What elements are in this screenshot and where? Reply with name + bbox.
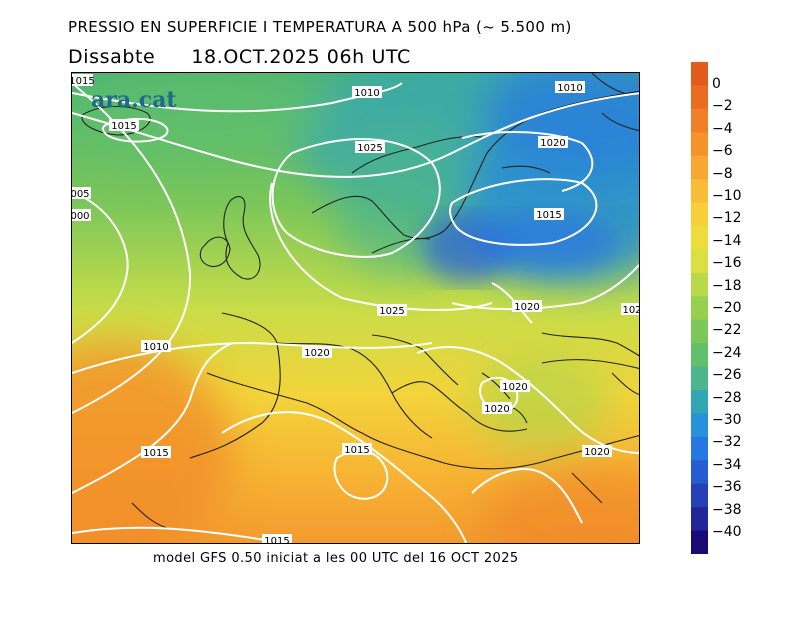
- colorbar-label: −28: [712, 389, 742, 406]
- colorbar-label: −2: [712, 98, 733, 115]
- colorbar-label: −30: [712, 412, 742, 428]
- colorbar-swatch: [691, 202, 708, 227]
- colorbar-swatch: [691, 343, 708, 368]
- colorbar-swatch: [691, 226, 708, 250]
- coastlines: [81, 73, 639, 529]
- isobar-label: 000: [72, 211, 90, 222]
- colorbar-label: −40: [712, 524, 742, 540]
- forecast-day: Dissabte: [68, 46, 156, 68]
- isobar-label: 1025: [357, 143, 382, 154]
- colorbar-swatch: [691, 390, 708, 414]
- colorbar-swatch: [691, 366, 708, 391]
- ara-cat-logo: ara.cat: [91, 87, 177, 113]
- chart-title: PRESSIO EN SUPERFICIE I TEMPERATURA A 50…: [68, 18, 572, 36]
- isobar-label: 1020: [540, 138, 565, 149]
- colorbar-label: −4: [712, 120, 733, 137]
- colorbar-swatch: [691, 483, 708, 508]
- colorbar-swatch: [691, 507, 708, 532]
- isobar-label: 1010: [354, 88, 379, 99]
- colorbar-label: −8: [712, 165, 733, 182]
- isobar-labels: 1010 1015 1010 1025 1020 1015 1025 1020 …: [72, 74, 640, 544]
- isobar-label: 1010: [557, 83, 582, 94]
- colorbar-label: −38: [712, 501, 742, 518]
- isobar-label: 1015: [111, 121, 136, 132]
- colorbar-swatch: [691, 460, 708, 485]
- map-canvas: 1010 1015 1010 1025 1020 1015 1025 1020 …: [72, 73, 640, 544]
- colorbar-label: −32: [712, 434, 742, 451]
- isobar-label: 1020: [304, 348, 329, 359]
- colorbar-label: −24: [712, 344, 742, 361]
- colorbar-label: −12: [712, 210, 742, 227]
- colorbar-swatch: [691, 296, 708, 321]
- isobar-label: 005: [72, 189, 90, 200]
- isobar-label: 1020: [484, 404, 509, 415]
- colorbar-label: −22: [712, 322, 742, 339]
- colorbar-label: −6: [712, 143, 733, 160]
- isobar-label: 102: [622, 305, 640, 316]
- colorbar-swatch: [691, 319, 708, 344]
- weather-map: 1010 1015 1010 1025 1020 1015 1025 1020 …: [71, 72, 640, 544]
- isobars: [72, 82, 639, 543]
- colorbar-swatch: [691, 108, 708, 133]
- isobar-label: 1020: [502, 382, 527, 393]
- colorbar-label: −20: [712, 300, 742, 316]
- isobar-label: 1025: [379, 306, 404, 317]
- model-info: model GFS 0.50 iniciat a les 00 UTC del …: [153, 551, 519, 566]
- isobar-label: 1015: [536, 210, 561, 221]
- colorbar-swatch: [691, 413, 708, 438]
- colorbar-label: −14: [712, 232, 742, 249]
- colorbar-swatch: [691, 62, 708, 86]
- colorbar-swatch: [691, 155, 708, 180]
- colorbar-label: −18: [712, 277, 742, 294]
- colorbar-swatch: [691, 249, 708, 274]
- isobar-label: 1010: [143, 342, 168, 353]
- colorbar-label: −16: [712, 255, 742, 272]
- isobar-label: 1015: [72, 76, 95, 87]
- colorbar-label: −10: [712, 188, 742, 204]
- colorbar-swatch: [691, 85, 708, 110]
- colorbar-swatch: [691, 272, 708, 297]
- colorbar-swatch: [691, 436, 708, 461]
- forecast-datetime: Dissabte 18.OCT.2025 06h UTC: [68, 46, 411, 68]
- isobar-label: 1020: [584, 447, 609, 458]
- temperature-colorbar: [691, 62, 708, 554]
- colorbar-swatch: [691, 530, 708, 554]
- isobar-label: 1020: [514, 302, 539, 313]
- colorbar-label: −36: [712, 479, 742, 496]
- colorbar-label: −26: [712, 367, 742, 384]
- colorbar-swatch: [691, 132, 708, 157]
- isobar-label: 1015: [344, 445, 369, 456]
- isobar-label: 1015: [143, 448, 168, 459]
- forecast-valid-time: 18.OCT.2025 06h UTC: [191, 46, 411, 68]
- colorbar-swatch: [691, 179, 708, 204]
- colorbar-label: 0: [712, 76, 721, 92]
- colorbar-label: −34: [712, 456, 742, 473]
- isobar-label: 1015: [264, 536, 289, 544]
- colorbar-swatches: [691, 62, 708, 554]
